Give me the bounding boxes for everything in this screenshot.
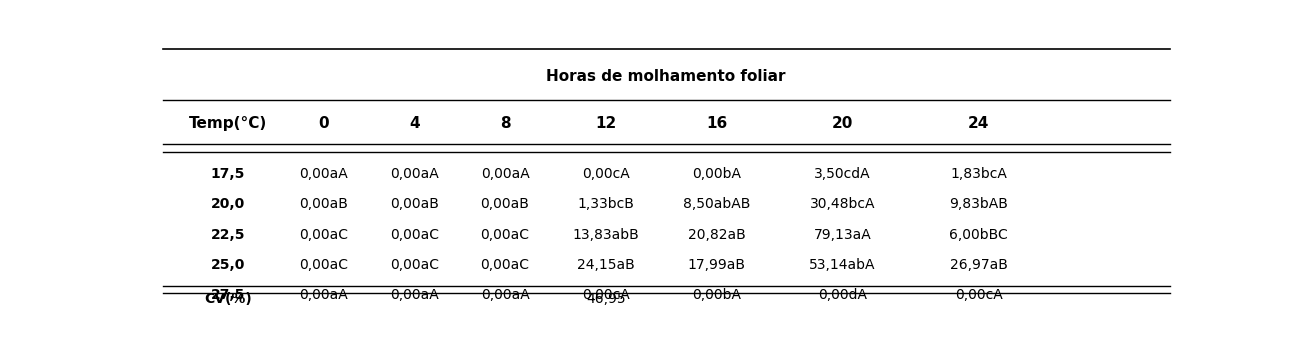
Text: 25,0: 25,0 — [211, 258, 246, 272]
Text: 13,83abB: 13,83abB — [572, 227, 640, 241]
Text: 0,00aC: 0,00aC — [299, 258, 348, 272]
Text: 17,5: 17,5 — [211, 167, 246, 181]
Text: 4: 4 — [410, 116, 420, 131]
Text: 1,83bcA: 1,83bcA — [950, 167, 1008, 181]
Text: 0,00cA: 0,00cA — [582, 288, 629, 302]
Text: 0,00aA: 0,00aA — [299, 167, 348, 181]
Text: CV(%): CV(%) — [204, 292, 252, 306]
Text: 0,00aA: 0,00aA — [390, 288, 439, 302]
Text: 22,5: 22,5 — [211, 227, 246, 241]
Text: 20,0: 20,0 — [211, 198, 246, 211]
Text: 24: 24 — [968, 116, 989, 131]
Text: 0,00aB: 0,00aB — [481, 198, 529, 211]
Text: Temp(°C): Temp(°C) — [188, 116, 266, 131]
Text: 79,13aA: 79,13aA — [814, 227, 871, 241]
Text: 0,00bA: 0,00bA — [692, 167, 741, 181]
Text: 0,00aA: 0,00aA — [390, 167, 439, 181]
Text: 53,14abA: 53,14abA — [810, 258, 876, 272]
Text: 0,00aC: 0,00aC — [481, 227, 529, 241]
Text: 3,50cdA: 3,50cdA — [814, 167, 871, 181]
Text: 8,50abAB: 8,50abAB — [682, 198, 750, 211]
Text: 1,33bcB: 1,33bcB — [577, 198, 634, 211]
Text: 20,82aB: 20,82aB — [688, 227, 745, 241]
Text: 0,00aA: 0,00aA — [299, 288, 348, 302]
Text: 20: 20 — [832, 116, 853, 131]
Text: 0,00aA: 0,00aA — [481, 167, 529, 181]
Text: 0,00aC: 0,00aC — [299, 227, 348, 241]
Text: 30,48bcA: 30,48bcA — [810, 198, 875, 211]
Text: 12: 12 — [595, 116, 616, 131]
Text: 24,15aB: 24,15aB — [577, 258, 634, 272]
Text: 0,00aB: 0,00aB — [299, 198, 348, 211]
Text: 9,83bAB: 9,83bAB — [949, 198, 1008, 211]
Text: 0,00aC: 0,00aC — [481, 258, 529, 272]
Text: 16: 16 — [706, 116, 727, 131]
Text: 0,00cA: 0,00cA — [954, 288, 1002, 302]
Text: 0,00bA: 0,00bA — [692, 288, 741, 302]
Text: 26,97aB: 26,97aB — [949, 258, 1008, 272]
Text: 0,00aC: 0,00aC — [390, 258, 439, 272]
Text: 0: 0 — [318, 116, 329, 131]
Text: 8: 8 — [499, 116, 511, 131]
Text: 27,5: 27,5 — [211, 288, 246, 302]
Text: 17,99aB: 17,99aB — [688, 258, 746, 272]
Text: 0,00dA: 0,00dA — [818, 288, 867, 302]
Text: 0,00aA: 0,00aA — [481, 288, 529, 302]
Text: 6,00bBC: 6,00bBC — [949, 227, 1008, 241]
Text: Horas de molhamento foliar: Horas de molhamento foliar — [546, 69, 786, 84]
Text: 0,00cA: 0,00cA — [582, 167, 629, 181]
Text: 46,95: 46,95 — [586, 292, 625, 306]
Text: 0,00aC: 0,00aC — [390, 227, 439, 241]
Text: 0,00aB: 0,00aB — [390, 198, 439, 211]
